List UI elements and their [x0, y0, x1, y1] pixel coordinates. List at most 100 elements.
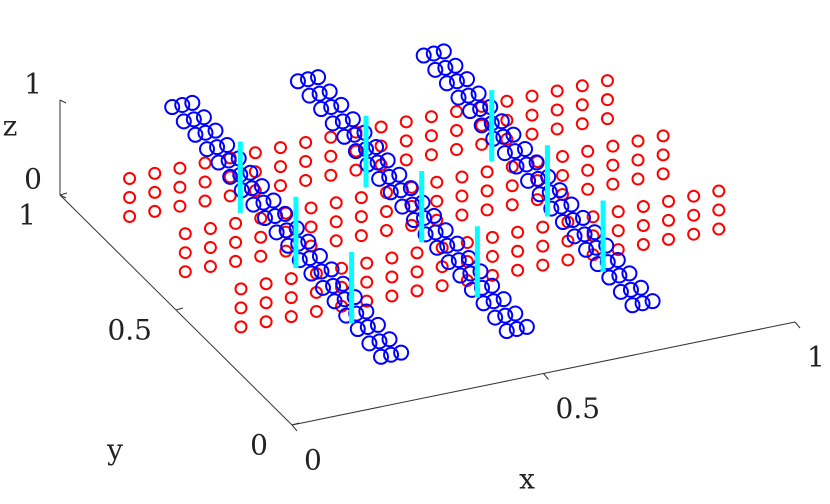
point: [374, 120, 388, 134]
point: [505, 160, 519, 174]
point: [554, 214, 571, 231]
point: [450, 89, 467, 106]
point: [525, 89, 539, 103]
point: [452, 267, 469, 284]
point: [435, 43, 452, 60]
point: [393, 344, 410, 361]
point: [347, 143, 364, 160]
point: [450, 105, 464, 119]
point: [368, 139, 385, 156]
point: [311, 85, 328, 102]
point: [277, 205, 294, 222]
point: [581, 163, 595, 177]
point: [600, 74, 614, 88]
point: [354, 210, 368, 224]
point: [173, 161, 187, 175]
point: [344, 111, 361, 128]
y-tick: [175, 307, 184, 311]
point: [324, 130, 338, 144]
point: [245, 196, 262, 213]
point: [712, 222, 726, 236]
point: [415, 47, 432, 64]
point: [462, 103, 479, 120]
point: [505, 198, 519, 212]
point: [174, 96, 191, 113]
point: [185, 111, 202, 128]
point: [425, 45, 442, 62]
point: [274, 141, 287, 155]
point: [500, 94, 514, 108]
point: [556, 149, 570, 163]
point: [505, 126, 522, 143]
point: [254, 230, 268, 244]
point: [410, 284, 424, 298]
point: [484, 277, 501, 294]
point: [243, 180, 260, 197]
point: [517, 141, 534, 158]
point: [662, 232, 676, 246]
point: [385, 270, 399, 284]
point: [621, 265, 638, 282]
point: [301, 250, 318, 267]
point: [561, 253, 575, 267]
point: [219, 137, 236, 154]
point: [472, 263, 489, 280]
point: [195, 109, 212, 126]
point: [329, 215, 343, 229]
point: [644, 293, 661, 310]
point: [335, 261, 349, 275]
point: [324, 168, 338, 182]
point: [550, 84, 564, 98]
point: [437, 59, 454, 76]
point: [299, 173, 313, 187]
point: [656, 129, 670, 143]
point: [450, 124, 464, 138]
point: [300, 233, 317, 250]
y-tick-label: 1: [18, 199, 36, 232]
point: [475, 295, 492, 312]
point: [586, 210, 600, 224]
point: [600, 93, 614, 107]
point: [349, 163, 363, 177]
point: [631, 134, 645, 148]
point: [511, 263, 525, 277]
point: [309, 304, 323, 318]
point: [203, 260, 217, 274]
point: [455, 208, 469, 222]
point: [440, 254, 457, 271]
point: [173, 180, 187, 194]
x-tick: [291, 424, 298, 432]
x-tick-label: 0: [304, 444, 322, 477]
point: [712, 184, 726, 198]
point: [687, 208, 701, 222]
point: [687, 227, 701, 241]
point: [712, 203, 726, 217]
point: [551, 182, 568, 199]
point: [601, 269, 618, 286]
point: [349, 144, 363, 158]
point: [448, 73, 465, 90]
point: [550, 103, 564, 117]
point: [455, 170, 469, 184]
point: [611, 205, 625, 219]
point: [379, 186, 393, 199]
point: [460, 236, 474, 250]
point: [472, 100, 489, 117]
point: [383, 346, 400, 363]
point: [304, 220, 318, 234]
point: [402, 180, 419, 197]
point: [581, 182, 595, 196]
point: [178, 265, 192, 279]
point: [359, 318, 376, 335]
point: [606, 177, 620, 191]
point: [123, 172, 137, 185]
point: [609, 252, 626, 269]
point: [255, 194, 272, 211]
point: [399, 134, 413, 148]
point: [606, 139, 620, 153]
point: [460, 87, 477, 104]
point: [528, 154, 545, 171]
point: [329, 234, 343, 248]
point: [257, 210, 273, 227]
point: [394, 198, 411, 215]
